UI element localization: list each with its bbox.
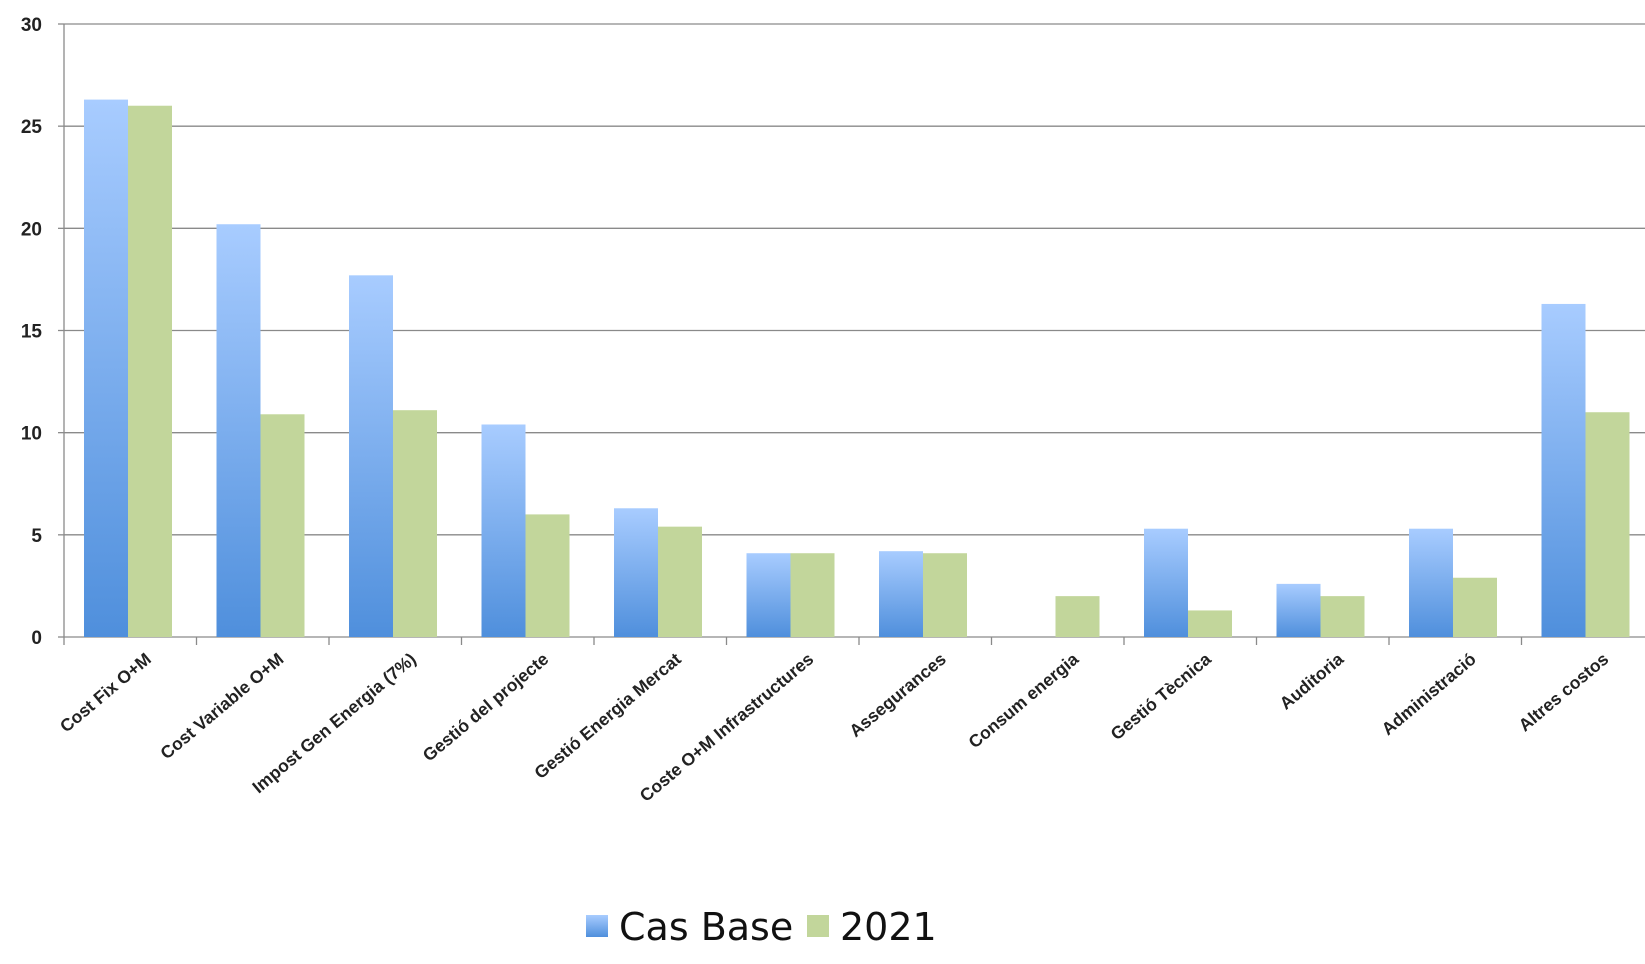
y-tick-label: 20	[21, 219, 42, 240]
bar-cas-base-11	[1541, 303, 1586, 637]
bar-series-2021-9	[1320, 596, 1365, 637]
bar-series-2021-0	[128, 105, 172, 637]
x-category-label: Cost Variable O+M	[156, 649, 287, 763]
y-tick-label: 5	[31, 526, 42, 547]
x-category-label: Administració	[1378, 649, 1480, 739]
legend-label-cas-base: Cas Base	[619, 905, 793, 949]
bar-series-2021-5	[790, 553, 835, 637]
legend-swatch-cas-base	[586, 915, 608, 937]
x-category-label: Assegurances	[845, 649, 950, 741]
bar-cas-base-10	[1409, 528, 1453, 637]
bar-cas-base-0	[84, 99, 128, 637]
x-category-label: Gestió del projecte	[419, 649, 553, 766]
bar-series-2021-7	[1055, 596, 1100, 637]
x-category-label: Cost Fix O+M	[56, 649, 155, 737]
bar-series-2021-3	[525, 514, 570, 637]
x-category-label: Gestió Tècnica	[1107, 649, 1215, 745]
bar-series-2021-6	[923, 553, 967, 637]
x-category-label: Auditoria	[1276, 649, 1348, 714]
y-tick-label: 15	[21, 322, 43, 343]
y-tick-label: 0	[31, 628, 42, 649]
y-tick-label: 25	[21, 117, 43, 138]
bar-series-2021-11	[1585, 412, 1630, 637]
bar-cas-base-3	[481, 424, 526, 637]
gridlines	[64, 23, 1645, 536]
bar-cas-base-1	[216, 224, 261, 637]
y-tick-label: 30	[21, 15, 42, 36]
x-category-label: Consum energia	[964, 649, 1082, 753]
bar-cas-base-8	[1144, 528, 1188, 637]
bar-cas-base-2	[349, 275, 393, 637]
bar-series-2021-8	[1188, 610, 1232, 637]
bar-cas-base-9	[1276, 583, 1321, 637]
x-category-label: Altres costos	[1515, 649, 1613, 736]
y-tick-label: 10	[21, 424, 42, 445]
bar-series-2021-4	[658, 526, 702, 637]
x-category-label: Gestió Energia Mercat	[530, 649, 685, 783]
bar-cas-base-4	[614, 508, 658, 637]
legend-label-2021: 2021	[840, 905, 937, 949]
bar-series-2021-2	[393, 410, 437, 637]
bar-cas-base-5	[746, 553, 791, 637]
bar-series-2021-10	[1453, 577, 1497, 637]
legend: Cas Base 2021	[586, 905, 937, 949]
bar-series-2021-1	[260, 414, 305, 637]
bars	[84, 99, 1630, 637]
axes	[58, 23, 1645, 645]
bar-cas-base-6	[879, 551, 923, 637]
legend-swatch-2021	[807, 915, 829, 937]
